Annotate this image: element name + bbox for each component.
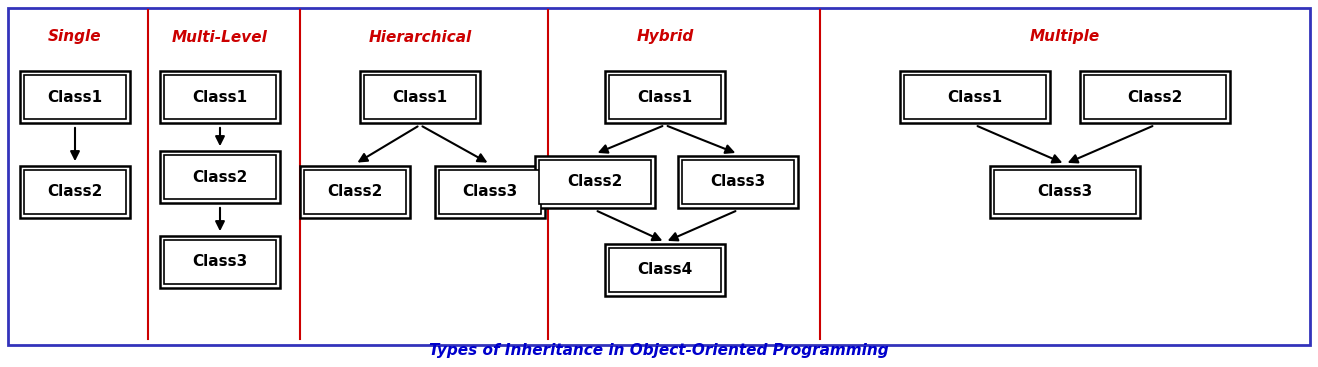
Bar <box>539 160 651 204</box>
Bar <box>159 71 279 123</box>
Bar <box>677 156 797 208</box>
Bar <box>360 71 480 123</box>
Text: Hierarchical: Hierarchical <box>368 29 472 44</box>
Text: Class2: Class2 <box>1127 90 1182 105</box>
Bar <box>609 248 721 292</box>
Text: Class2: Class2 <box>192 170 248 185</box>
Bar <box>24 170 127 214</box>
Bar <box>159 151 279 203</box>
Bar <box>163 240 275 284</box>
Text: Class1: Class1 <box>948 90 1003 105</box>
Text: Single: Single <box>49 29 101 44</box>
Bar <box>1083 75 1226 119</box>
Text: Class1: Class1 <box>638 90 692 105</box>
Text: Multiple: Multiple <box>1029 29 1101 44</box>
Bar <box>439 170 540 214</box>
Bar <box>304 170 406 214</box>
Bar <box>605 71 725 123</box>
Text: Class3: Class3 <box>192 254 248 269</box>
Text: Class2: Class2 <box>47 185 103 200</box>
Text: Class4: Class4 <box>638 262 693 277</box>
Text: Class1: Class1 <box>393 90 448 105</box>
Text: Multi-Level: Multi-Level <box>173 29 268 44</box>
Bar <box>163 155 275 199</box>
Bar <box>535 156 655 208</box>
Text: Class3: Class3 <box>710 174 766 189</box>
Bar <box>20 71 130 123</box>
Text: Class1: Class1 <box>47 90 103 105</box>
Bar <box>159 236 279 288</box>
Text: Class3: Class3 <box>1037 185 1093 200</box>
Bar <box>605 244 725 296</box>
Bar <box>301 166 410 218</box>
Text: Class2: Class2 <box>567 174 622 189</box>
Bar <box>904 75 1046 119</box>
Bar <box>990 166 1140 218</box>
Bar <box>435 166 546 218</box>
Bar <box>994 170 1136 214</box>
Bar <box>20 166 130 218</box>
Bar <box>609 75 721 119</box>
Bar <box>900 71 1050 123</box>
Bar <box>163 75 275 119</box>
Bar <box>24 75 127 119</box>
Text: Hybrid: Hybrid <box>637 29 693 44</box>
Bar <box>1079 71 1230 123</box>
Text: Types of Inheritance in Object-Oriented Programming: Types of Inheritance in Object-Oriented … <box>430 344 888 359</box>
Text: Class3: Class3 <box>463 185 518 200</box>
Text: Class1: Class1 <box>192 90 248 105</box>
Bar <box>681 160 793 204</box>
Bar <box>364 75 476 119</box>
Text: Class2: Class2 <box>327 185 382 200</box>
